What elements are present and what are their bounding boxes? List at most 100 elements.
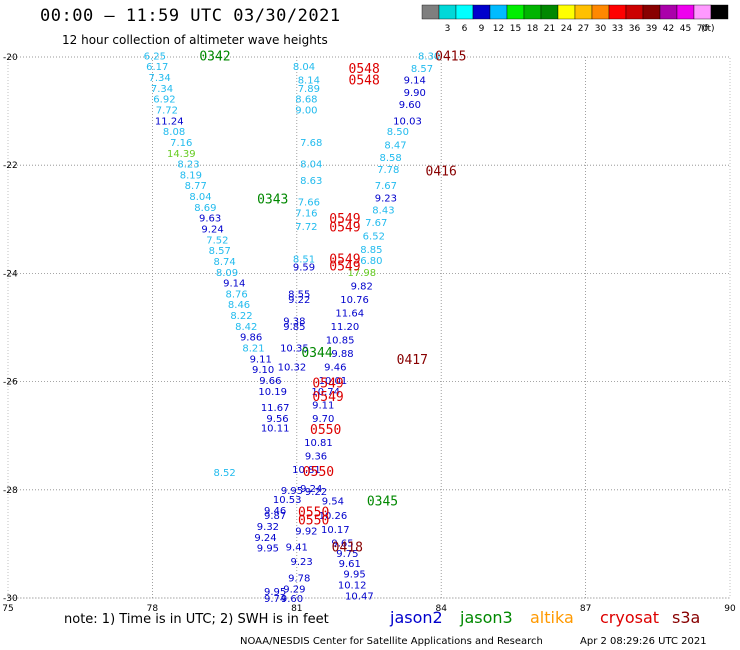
pass-number: 0417 bbox=[397, 353, 428, 368]
pass-number: 0549 bbox=[329, 259, 360, 274]
generated-timestamp: Apr 2 08:29:26 UTC 2021 bbox=[580, 636, 707, 647]
swh-value: 8.63 bbox=[300, 176, 322, 187]
swh-value: 9.10 bbox=[252, 365, 274, 376]
swh-value: 9.75 bbox=[336, 549, 358, 560]
pass-number: 0549 bbox=[312, 390, 343, 405]
scale-swatch bbox=[676, 4, 695, 20]
scale-label: 36 bbox=[629, 24, 641, 34]
pass-number: 0344 bbox=[301, 346, 332, 361]
swh-value: 7.16 bbox=[170, 138, 192, 149]
pass-number: 0345 bbox=[367, 495, 398, 510]
pass-number: 0550 bbox=[303, 465, 334, 480]
swh-value: 10.19 bbox=[258, 387, 287, 398]
swh-value: 7.78 bbox=[377, 165, 399, 176]
scale-unit: (ft) bbox=[701, 24, 715, 34]
swh-value: 10.85 bbox=[326, 335, 355, 346]
swh-value: 8.09 bbox=[216, 268, 238, 279]
pass-number: 0418 bbox=[332, 541, 363, 556]
swh-value: 10.74 bbox=[311, 387, 340, 398]
swh-value: 9.86 bbox=[240, 333, 262, 344]
swh-value: 7.72 bbox=[295, 222, 317, 233]
swh-value: 8.43 bbox=[372, 206, 394, 217]
footnote: note: 1) Time is in UTC; 2) SWH is in fe… bbox=[64, 612, 329, 627]
swh-value: 9.24 bbox=[254, 533, 276, 544]
swh-value: 10.11 bbox=[261, 424, 290, 435]
scale-label: 42 bbox=[663, 24, 674, 34]
swh-value: 7.16 bbox=[295, 208, 317, 219]
swh-value: 9.22 bbox=[305, 487, 327, 498]
scale-swatch bbox=[591, 4, 610, 20]
x-tick-label: 90 bbox=[724, 604, 736, 614]
swh-value: 10.81 bbox=[292, 465, 321, 476]
y-tick-label: -30 bbox=[3, 594, 18, 604]
swh-value: 8.58 bbox=[380, 153, 402, 164]
swh-value: 9.70 bbox=[312, 414, 334, 425]
y-tick-label: -28 bbox=[3, 486, 18, 496]
legend-cryosat: cryosat bbox=[600, 608, 660, 627]
swh-value: 8.85 bbox=[360, 245, 382, 256]
swh-value: 8.47 bbox=[384, 141, 406, 152]
swh-value: 8.77 bbox=[185, 181, 207, 192]
swh-value: 6.80 bbox=[360, 256, 382, 267]
swh-value: 8.57 bbox=[411, 64, 433, 75]
x-tick-label: 87 bbox=[580, 604, 591, 614]
pass-number: 0548 bbox=[349, 62, 380, 77]
swh-value: 9.63 bbox=[199, 214, 221, 225]
pass-number: 0416 bbox=[426, 165, 457, 180]
swh-value: 9.41 bbox=[286, 543, 308, 554]
scale-label: 12 bbox=[493, 24, 504, 34]
swh-value: 9.46 bbox=[264, 506, 286, 517]
swh-value: 8.57 bbox=[209, 246, 231, 257]
swh-value: 6.17 bbox=[146, 62, 168, 73]
swh-value: 7.68 bbox=[300, 138, 322, 149]
swh-value: 9.36 bbox=[305, 452, 327, 463]
x-tick-label: 84 bbox=[435, 604, 447, 614]
swh-value: 9.11 bbox=[312, 400, 334, 411]
swh-value: 9.88 bbox=[331, 349, 353, 360]
swh-value: 7.34 bbox=[151, 84, 173, 95]
x-tick-label: 75 bbox=[2, 604, 13, 614]
swh-value: 9.22 bbox=[288, 295, 310, 306]
swh-value: 9.14 bbox=[223, 279, 245, 290]
swh-value: 6.52 bbox=[363, 232, 385, 243]
swh-value: 6.92 bbox=[153, 95, 175, 106]
swh-value: 8.52 bbox=[213, 468, 235, 479]
swh-value: 11.24 bbox=[155, 116, 184, 127]
swh-value: 9.95 bbox=[343, 570, 365, 581]
swh-value: 8.04 bbox=[189, 192, 211, 203]
swh-value: 9.29 bbox=[283, 584, 305, 595]
swh-value: 10.35 bbox=[280, 344, 309, 355]
swh-value: 9.95 bbox=[257, 544, 279, 555]
swh-value: 9.32 bbox=[257, 522, 279, 533]
scale-label: 18 bbox=[527, 24, 539, 34]
pass-number: 0550 bbox=[298, 514, 329, 529]
scale-swatch bbox=[472, 4, 491, 20]
y-tick-label: -26 bbox=[3, 378, 18, 388]
swh-value: 7.67 bbox=[365, 218, 387, 229]
swh-value: 9.61 bbox=[339, 559, 361, 570]
swh-value: 8.04 bbox=[293, 62, 315, 73]
swh-value: 10.01 bbox=[319, 376, 348, 387]
scale-label: 24 bbox=[561, 24, 573, 34]
swh-value: 8.23 bbox=[177, 160, 199, 171]
swh-value: 9.60 bbox=[399, 100, 421, 111]
scale-swatch bbox=[540, 4, 559, 20]
swh-value: 8.22 bbox=[230, 311, 252, 322]
swh-value: 9.66 bbox=[259, 376, 281, 387]
swh-value: 9.95 bbox=[264, 587, 286, 598]
swh-value: 9.59 bbox=[293, 262, 315, 273]
scale-swatch bbox=[438, 4, 457, 20]
swh-value: 9.74 bbox=[264, 594, 286, 605]
pass-number: 0549 bbox=[329, 220, 360, 235]
scale-label: 21 bbox=[544, 24, 555, 34]
swh-value: 9.24 bbox=[300, 484, 322, 495]
scale-swatch bbox=[625, 4, 644, 20]
scale-swatch bbox=[455, 4, 474, 20]
swh-value: 9.00 bbox=[295, 105, 317, 116]
swh-value: 9.11 bbox=[250, 354, 272, 365]
scale-label: 6 bbox=[462, 24, 468, 34]
swh-value: 7.66 bbox=[298, 197, 320, 208]
scale-swatch bbox=[523, 4, 542, 20]
swh-value: 7.52 bbox=[206, 235, 228, 246]
